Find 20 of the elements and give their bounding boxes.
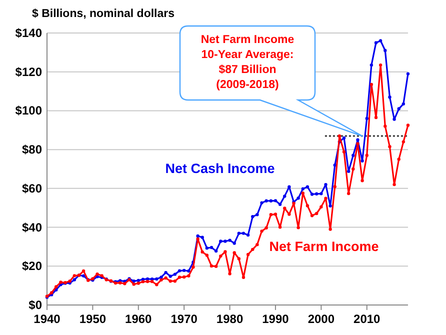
x-tick-label: 2000 [308, 312, 335, 326]
y-tick-label: $80 [22, 142, 42, 157]
x-tick-label: 1950 [79, 312, 106, 326]
annotation: Net Farm Income 10-Year Average: $87 Billion (2009-2018) [200, 34, 294, 91]
x-tick-label: 1980 [216, 312, 244, 326]
y-tick-label: $100 [15, 104, 42, 118]
y-axis-title: $ Billions, nominal dollars [32, 8, 174, 20]
y-tick-label: $140 [15, 26, 42, 40]
y-tick-label: $0 [28, 298, 42, 312]
x-tick-label: 1970 [170, 312, 198, 326]
y-tick-label: $40 [22, 220, 42, 234]
x-tick-label: 1940 [34, 312, 61, 326]
x-tick-label: 1990 [262, 312, 290, 326]
series-label: Net Cash Income [165, 161, 276, 176]
series-label: Net Farm Income [269, 239, 380, 254]
x-tick-label: 1960 [125, 312, 152, 326]
y-tick-label: $20 [22, 259, 42, 274]
y-tick-label: $60 [22, 181, 42, 196]
x-tick-label: 2010 [354, 312, 381, 326]
y-tick-label: $120 [15, 64, 42, 79]
